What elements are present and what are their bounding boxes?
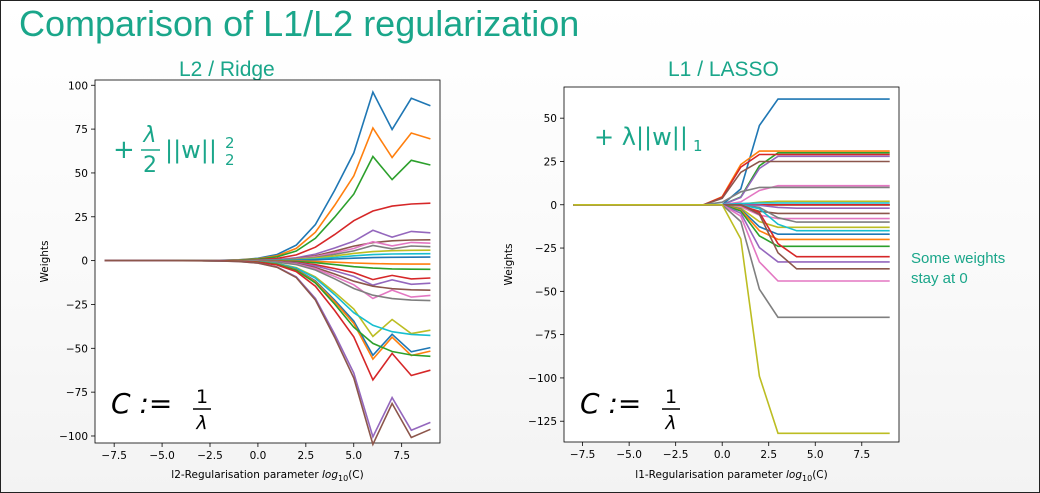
- x-tick-label: −2.5: [197, 450, 223, 462]
- x-tick-label: −7.5: [101, 450, 127, 462]
- series-group: [573, 98, 890, 435]
- series-line: [573, 204, 890, 435]
- annotation-denominator: λ: [195, 412, 207, 434]
- x-tick-label: 7.5: [393, 450, 410, 462]
- side-note-line-1: Some weights: [911, 250, 1006, 267]
- formula-norm: ||w||: [165, 136, 217, 164]
- plot-frame: [563, 86, 900, 443]
- lasso-panel-title: L1 / LASSO: [668, 58, 779, 81]
- slide-title: Comparison of L1/L2 regularization: [19, 3, 580, 44]
- y-tick-label: 0: [81, 256, 88, 268]
- x-tick-label: 2.5: [297, 450, 314, 462]
- y-tick-label: 100: [68, 80, 88, 92]
- x-tick-label: −7.5: [570, 449, 596, 461]
- x-tick-label: 0.0: [714, 449, 731, 461]
- y-tick-label: 75: [75, 124, 88, 136]
- annotation-lhs: C :=: [580, 387, 641, 420]
- x-tick-label: −5.0: [616, 449, 642, 461]
- series-line: [104, 259, 431, 447]
- lasso-plot: −7.5 −5.0 −2.5 0.0 2.5 5.0 7.5 50 25 0 −25 −50 −75 −1…: [503, 86, 900, 483]
- y-tick-label: −125: [528, 416, 557, 428]
- ridge-panel-title: L2 / Ridge: [179, 58, 275, 81]
- formula-denominator: 2: [143, 153, 157, 178]
- annotation-lhs: C :=: [111, 387, 172, 420]
- c-definition-annotation: C := 1 λ: [580, 386, 680, 434]
- x-tick-label: 5.0: [345, 450, 362, 462]
- formula-numerator: λ: [142, 123, 156, 148]
- y-axis-label: Weights: [503, 243, 515, 285]
- y-tick-label: 50: [544, 113, 557, 125]
- x-tick-label: −5.0: [149, 450, 175, 462]
- x-tick-label: 2.5: [760, 449, 777, 461]
- formula-main: + λ||w||: [594, 123, 688, 151]
- annotation-numerator: 1: [665, 386, 677, 408]
- y-tick-label: −25: [535, 243, 557, 255]
- x-tick-label: 0.0: [250, 450, 267, 462]
- regularizer-formula: + λ2||w|| 22: [113, 123, 235, 178]
- y-tick-label: −100: [528, 373, 557, 385]
- y-tick-label: 25: [544, 156, 557, 168]
- y-tick-label: 25: [75, 212, 88, 224]
- y-tick-label: −100: [59, 431, 88, 443]
- y-axis-label: Weights: [39, 240, 51, 282]
- series-group: [104, 89, 431, 447]
- x-tick-label: −2.5: [663, 449, 689, 461]
- side-note: Some weights stay at 0: [911, 249, 1005, 289]
- formula-subscript: 2: [225, 151, 235, 169]
- side-note-line-2: stay at 0: [911, 270, 968, 287]
- c-definition-annotation: C := 1 λ: [111, 386, 211, 434]
- annotation-numerator: 1: [196, 386, 208, 408]
- x-axis-label: l1-Regularisation parameter log10(C): [635, 469, 827, 483]
- y-tick-label: −75: [66, 387, 88, 399]
- y-tick-label: −75: [535, 330, 557, 342]
- x-tick-label: 5.0: [807, 449, 824, 461]
- annotation-denominator: λ: [664, 412, 676, 434]
- y-tick-label: 50: [75, 168, 88, 180]
- y-tick-label: −50: [66, 343, 88, 355]
- regularizer-formula: + λ||w|| 1: [594, 123, 703, 155]
- y-tick-label: −50: [535, 286, 557, 298]
- y-tick-label: 0: [550, 200, 557, 212]
- y-tick-label: −25: [66, 299, 88, 311]
- ridge-plot: −7.5 −5.0 −2.5 0.0 2.5 5.0 7.5 100 75 50 25 0 −25 −50…: [39, 79, 441, 483]
- formula-superscript: 2: [225, 134, 235, 152]
- formula-plus: +: [113, 135, 135, 165]
- x-tick-label: 7.5: [853, 449, 870, 461]
- x-axis-label: l2-Regularisation parameter log10(C): [171, 469, 363, 483]
- formula-subscript: 1: [693, 137, 703, 155]
